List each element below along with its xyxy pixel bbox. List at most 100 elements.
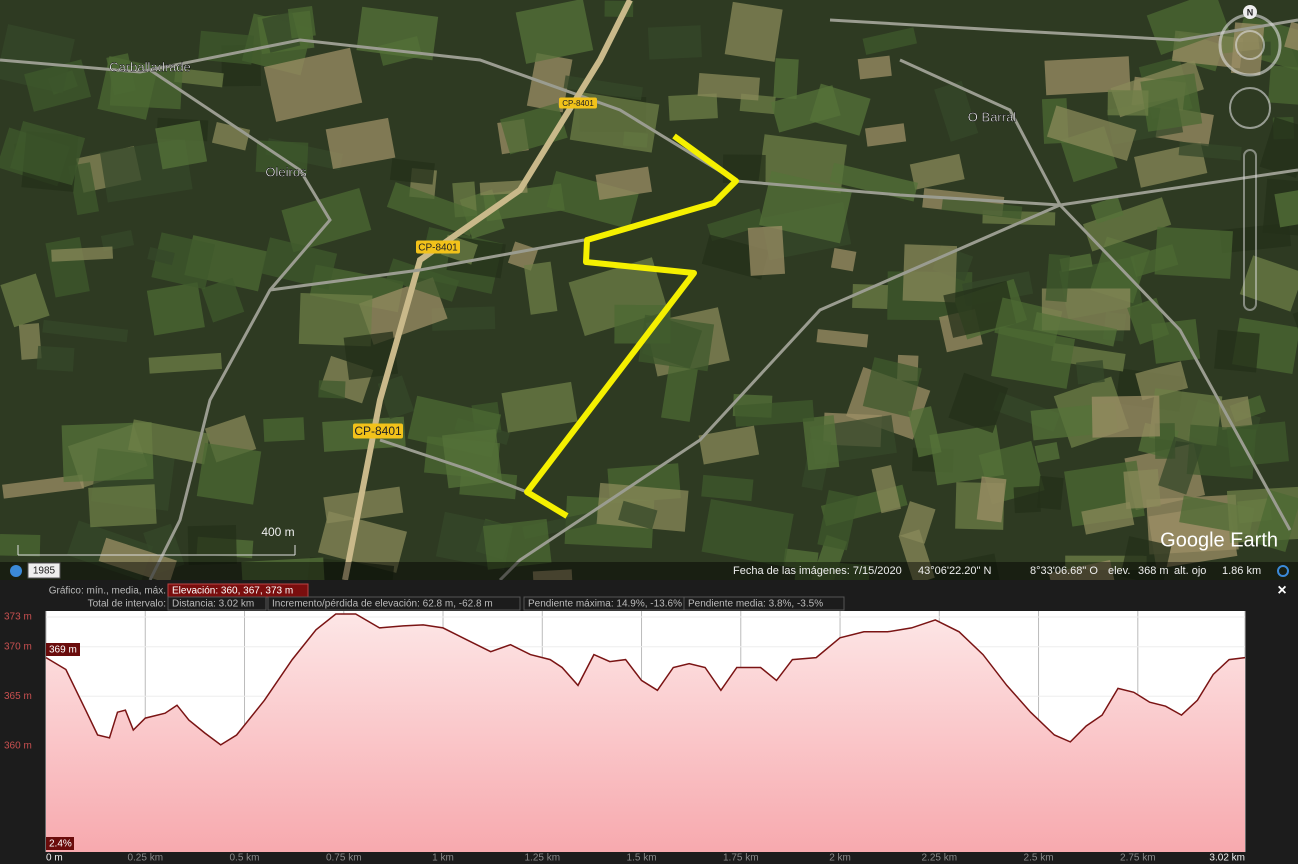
distance: Distancia: 3.02 km: [172, 599, 254, 610]
field: [442, 428, 503, 489]
field: [187, 525, 237, 565]
x-tick-label: 1.75 km: [723, 853, 759, 864]
field: [830, 247, 857, 272]
x-tick-label: 0.5 km: [230, 853, 260, 864]
profile-info: Gráfico: mín., media, máx. Elevación: 36…: [49, 583, 845, 611]
avg-slope: Pendiente media: 3.8%, -3.5%: [688, 599, 823, 610]
field: [792, 559, 870, 580]
field: [618, 500, 658, 530]
field: [909, 153, 965, 190]
elevation-summary: Elevación: 360, 367, 373 m: [172, 586, 293, 597]
field: [1284, 21, 1298, 55]
imagery-date: Fecha de las imágenes: 7/15/2020: [733, 565, 902, 577]
field: [24, 59, 92, 112]
road-shield: [416, 240, 460, 254]
field: [281, 187, 372, 253]
x-tick-label: 2.25 km: [922, 853, 958, 864]
field: [501, 381, 578, 433]
field: [1154, 226, 1233, 279]
field: [829, 162, 919, 202]
road: [379, 438, 528, 494]
field: [816, 329, 869, 348]
eye-label: alt. ojo: [1174, 565, 1206, 577]
longitude: 8°33'06.68" O: [1030, 565, 1098, 577]
x-tick-label: 1.25 km: [524, 853, 560, 864]
field: [201, 277, 245, 323]
field: [734, 399, 815, 427]
map-labels: Carballadrade Oleiros O Barral CP-8401 CP-84…: [109, 59, 1017, 439]
field: [1140, 73, 1203, 132]
field: [1135, 361, 1189, 401]
elev: 368 m: [1138, 565, 1169, 577]
field: [948, 372, 1009, 433]
field: [902, 244, 958, 303]
road-label: CP-8401: [418, 243, 458, 254]
satellite-map[interactable]: N Carballadrade Oleiros O Barral CP-8401 CP-…: [0, 0, 1298, 620]
history-icon[interactable]: [10, 565, 22, 577]
field: [852, 283, 888, 310]
field: [42, 319, 129, 343]
field: [386, 182, 479, 237]
brand: Google Earth: [1160, 529, 1278, 551]
field: [1178, 141, 1242, 161]
cursor-box: [46, 643, 80, 656]
y-tick-label: 370 m: [4, 641, 32, 652]
zoom-slider[interactable]: [1243, 149, 1257, 311]
x-tick-label: 3.02 km: [1209, 853, 1245, 864]
field: [68, 162, 99, 216]
road-label: CP-8401: [562, 99, 594, 108]
field: [318, 380, 346, 399]
elev-label: elev.: [1108, 565, 1130, 577]
field: [1081, 501, 1135, 535]
year-box[interactable]: [27, 562, 61, 579]
field: [1091, 395, 1161, 438]
year: 1985: [33, 566, 56, 577]
field: [638, 314, 715, 372]
field: [647, 25, 702, 60]
field: [862, 357, 922, 418]
field: [1217, 396, 1253, 430]
field: [0, 273, 50, 328]
gain: Incremento/pérdida de elevación: 62.8 m,…: [272, 599, 493, 610]
y-tick-label: 365 m: [4, 691, 32, 702]
cursor-slope: 2.4%: [49, 839, 72, 850]
field: [88, 484, 157, 528]
field: [356, 6, 439, 61]
field: [701, 474, 754, 502]
road: [899, 58, 1292, 531]
scale-label: 400 m: [261, 525, 294, 539]
look-control[interactable]: [1229, 87, 1271, 129]
field: [817, 490, 859, 551]
field: [2, 474, 85, 499]
field: [532, 569, 573, 580]
nav-controls[interactable]: N: [1218, 5, 1282, 311]
field: [1082, 197, 1172, 252]
x-tick-label: 1.5 km: [627, 853, 657, 864]
place-label: Oleiros: [265, 164, 307, 179]
field: [1090, 196, 1124, 224]
road-label: CP-8401: [354, 424, 402, 438]
field: [1214, 329, 1260, 373]
compass-center[interactable]: [1235, 30, 1265, 60]
elevation-line: [45, 613, 1246, 746]
field: [916, 553, 1003, 580]
field: [1013, 486, 1041, 514]
compass-n[interactable]: [1243, 5, 1257, 19]
elevation-area: [46, 614, 1245, 852]
road: [829, 18, 1298, 42]
field: [661, 364, 698, 422]
field: [151, 232, 216, 290]
field: [263, 47, 363, 122]
field: [1268, 65, 1298, 108]
field: [1048, 559, 1119, 580]
road-shield: [559, 97, 597, 109]
field: [1046, 105, 1137, 161]
field: [431, 306, 496, 331]
field: [1120, 536, 1172, 580]
place-label: Carballadrade: [109, 59, 191, 74]
field: [1044, 56, 1131, 96]
close-button[interactable]: ×: [1277, 582, 1286, 599]
field: [1259, 117, 1298, 178]
field: [1033, 312, 1118, 347]
field: [147, 246, 175, 266]
